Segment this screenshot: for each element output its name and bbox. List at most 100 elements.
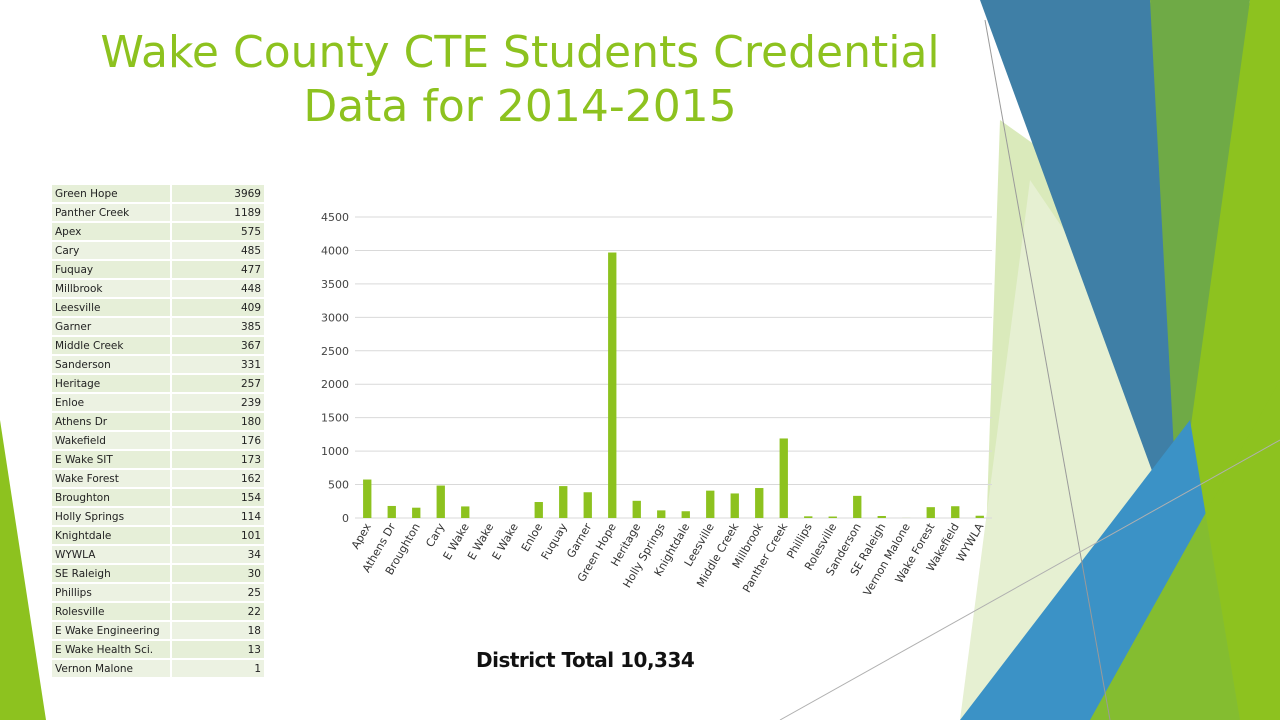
bar	[632, 500, 641, 518]
right-green-triangle-top	[1150, 0, 1250, 470]
table-cell-count: 25	[171, 583, 266, 603]
slide-title: Wake County CTE Students Credential Data…	[60, 26, 980, 134]
table-cell-count: 162	[171, 469, 266, 489]
table-row: E Wake Health Sci. 13	[52, 640, 266, 660]
table-cell-count: 575	[171, 222, 266, 242]
table-cell-school: Heritage	[52, 374, 172, 394]
table-row: Broughton 154	[52, 488, 266, 508]
table-cell-count: 13	[171, 640, 266, 660]
table-cell-count: 367	[171, 336, 266, 356]
thin-diagonal-line	[984, 19, 1111, 720]
table-row: Green Hope 3969	[52, 185, 266, 204]
table-cell-count: 18	[171, 621, 266, 641]
table-row: Sanderson 331	[52, 355, 266, 375]
bar	[461, 506, 470, 518]
y-tick-label: 2500	[321, 345, 349, 358]
y-tick-label: 1000	[321, 445, 349, 458]
bar	[975, 515, 984, 518]
bar	[436, 485, 445, 518]
bar	[559, 486, 568, 518]
table-cell-count: 3969	[171, 185, 266, 204]
table-row: Heritage 257	[52, 374, 266, 394]
bar	[387, 505, 396, 518]
table-row: Knightdale 101	[52, 526, 266, 546]
table-row: Wake Forest 162	[52, 469, 266, 489]
y-tick-label: 0	[342, 512, 349, 525]
x-tick-label: Cary	[423, 521, 447, 550]
bar	[730, 493, 739, 518]
table-cell-school: Sanderson	[52, 355, 172, 375]
y-tick-label: 1500	[321, 412, 349, 425]
table-cell-school: Vernon Malone	[52, 659, 172, 679]
y-tick-label: 4500	[321, 211, 349, 224]
thin-diagonal-line-2	[779, 439, 1280, 720]
table-cell-school: Apex	[52, 222, 172, 242]
table-cell-count: 180	[171, 412, 266, 432]
table-cell-school: Fuquay	[52, 260, 172, 280]
table-row: Middle Creek 367	[52, 336, 266, 356]
table-cell-school: Broughton	[52, 488, 172, 508]
slide-title-line2: Data for 2014-2015	[303, 81, 737, 132]
table-row: Apex 575	[52, 222, 266, 242]
table-cell-school: Wake Forest	[52, 469, 172, 489]
slide-title-line1: Wake County CTE Students Credential	[100, 27, 940, 78]
table-cell-school: Millbrook	[52, 279, 172, 299]
bar	[779, 438, 788, 518]
bar	[877, 515, 886, 518]
table-row: Fuquay 477	[52, 260, 266, 280]
table-row: Enloe 239	[52, 393, 266, 413]
table-row: Athens Dr 180	[52, 412, 266, 432]
table-cell-count: 34	[171, 545, 266, 565]
table-row: Leesville 409	[52, 298, 266, 318]
table-row: SE Raleigh 30	[52, 564, 266, 584]
table-cell-school: Wakefield	[52, 431, 172, 451]
table-cell-school: Garner	[52, 317, 172, 337]
left-green-triangle	[0, 420, 46, 720]
table-cell-count: 257	[171, 374, 266, 394]
table-row: Vernon Malone 1	[52, 659, 266, 679]
table-cell-count: 239	[171, 393, 266, 413]
y-tick-label: 500	[328, 479, 349, 492]
table-cell-count: 409	[171, 298, 266, 318]
table-row: E Wake SIT 173	[52, 450, 266, 470]
bar	[583, 492, 592, 518]
table-cell-school: E Wake Health Sci.	[52, 640, 172, 660]
table-cell-school: WYWLA	[52, 545, 172, 565]
bar	[804, 516, 813, 518]
right-blue-triangle	[980, 0, 1200, 520]
table-cell-count: 448	[171, 279, 266, 299]
table-cell-school: Green Hope	[52, 185, 172, 204]
table-row: Phillips 25	[52, 583, 266, 603]
table-cell-school: E Wake Engineering	[52, 621, 172, 641]
table-row: Garner 385	[52, 317, 266, 337]
table-cell-count: 101	[171, 526, 266, 546]
table-row: Millbrook 448	[52, 279, 266, 299]
table-row: WYWLA 34	[52, 545, 266, 565]
y-tick-label: 3000	[321, 311, 349, 324]
bar	[608, 252, 617, 518]
table-cell-school: Phillips	[52, 583, 172, 603]
table-cell-count: 331	[171, 355, 266, 375]
y-tick-label: 3500	[321, 278, 349, 291]
y-tick-label: 2000	[321, 378, 349, 391]
table-cell-school: Enloe	[52, 393, 172, 413]
table-cell-school: Middle Creek	[52, 336, 172, 356]
x-tick-label: Apex	[349, 521, 374, 552]
bar	[755, 488, 764, 518]
table-cell-count: 1189	[171, 203, 266, 223]
table-cell-count: 385	[171, 317, 266, 337]
table-row: Wakefield 176	[52, 431, 266, 451]
table-cell-count: 22	[171, 602, 266, 622]
table-cell-count: 477	[171, 260, 266, 280]
table-cell-count: 154	[171, 488, 266, 508]
table-cell-school: E Wake SIT	[52, 450, 172, 470]
table-cell-school: SE Raleigh	[52, 564, 172, 584]
table-row: Cary 485	[52, 241, 266, 261]
right-green-lower-shape	[1090, 380, 1280, 720]
district-total: District Total 10,334	[476, 648, 695, 672]
table-cell-count: 114	[171, 507, 266, 527]
bar	[363, 479, 372, 518]
table-cell-school: Knightdale	[52, 526, 172, 546]
table-cell-count: 30	[171, 564, 266, 584]
